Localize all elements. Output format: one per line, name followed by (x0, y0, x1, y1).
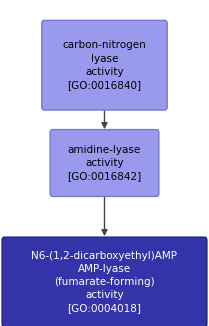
Text: N6-(1,2-dicarboxyethyl)AMP
AMP-lyase
(fumarate-forming)
activity
[GO:0004018]: N6-(1,2-dicarboxyethyl)AMP AMP-lyase (fu… (32, 251, 177, 313)
FancyBboxPatch shape (50, 130, 159, 196)
Text: carbon-nitrogen
lyase
activity
[GO:0016840]: carbon-nitrogen lyase activity [GO:00168… (63, 40, 146, 90)
FancyBboxPatch shape (2, 237, 207, 326)
Text: amidine-lyase
activity
[GO:0016842]: amidine-lyase activity [GO:0016842] (67, 145, 142, 181)
FancyBboxPatch shape (42, 20, 167, 110)
